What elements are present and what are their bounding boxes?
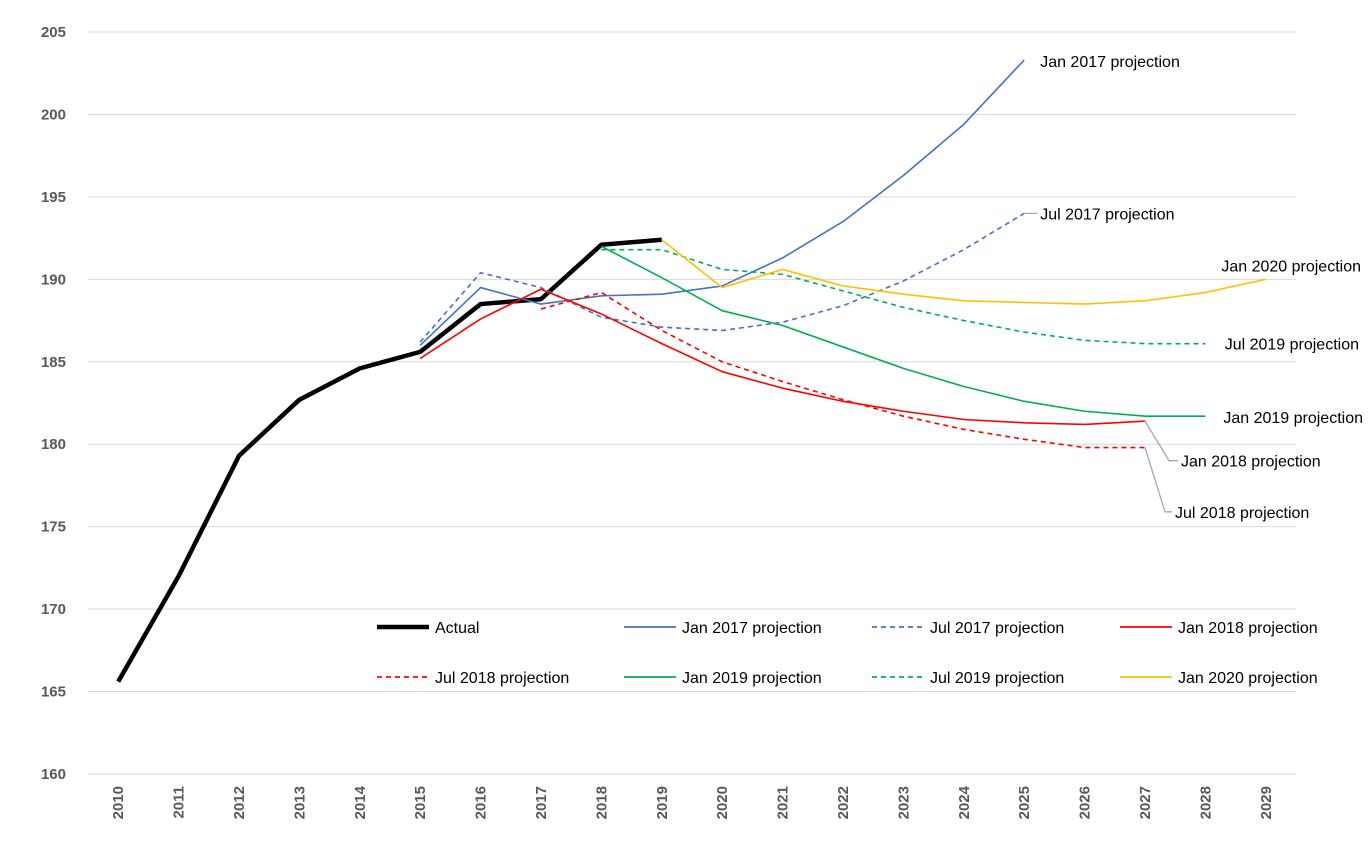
series-line-jul2018 xyxy=(540,291,1145,449)
legend-label-jul2017: Jul 2017 projection xyxy=(930,620,1064,637)
y-tick-label: 180 xyxy=(41,436,66,453)
series-line-jan2018 xyxy=(419,288,1146,426)
x-tick-label: 2021 xyxy=(775,786,792,819)
x-tick-label: 2013 xyxy=(291,786,308,819)
legend-label-jan2017: Jan 2017 projection xyxy=(682,620,822,637)
annotation-jan2018: Jan 2018 projection xyxy=(1181,454,1321,471)
legend-label-jan2020: Jan 2020 projection xyxy=(1178,670,1318,687)
x-tick-label: 2018 xyxy=(593,786,610,819)
x-tick-label: 2026 xyxy=(1077,786,1094,819)
x-tick-label: 2028 xyxy=(1197,786,1214,819)
y-tick-label: 170 xyxy=(41,601,66,618)
series-line-jan2020 xyxy=(661,239,1266,305)
annotation-jul2019: Jul 2019 projection xyxy=(1225,337,1359,354)
legend-label-actual: Actual xyxy=(435,620,479,637)
x-tick-label: 2025 xyxy=(1016,786,1033,819)
annotation-jan2020: Jan 2020 projection xyxy=(1221,258,1361,275)
x-tick-label: 2015 xyxy=(412,786,429,819)
x-tick-label: 2023 xyxy=(895,786,912,819)
y-tick-label: 205 xyxy=(41,24,66,41)
x-tick-label: 2012 xyxy=(231,786,248,819)
x-tick-label: 2027 xyxy=(1137,786,1154,819)
legend-label-jan2018: Jan 2018 projection xyxy=(1178,620,1318,637)
x-tick-label: 2016 xyxy=(473,786,490,819)
y-tick-label: 175 xyxy=(41,519,66,536)
x-tick-label: 2011 xyxy=(171,786,188,819)
series-line-jul2017 xyxy=(419,212,1025,343)
annotation-jul2017: Jul 2017 projection xyxy=(1040,206,1174,223)
annotation-leader-line xyxy=(1144,420,1178,462)
legend-label-jul2019: Jul 2019 projection xyxy=(930,670,1064,687)
line-annotations: Jan 2017 projection Jul 2017 projection Ja… xyxy=(1024,54,1363,522)
y-tick-label: 190 xyxy=(41,271,66,288)
x-tick-label: 2019 xyxy=(654,786,671,819)
annotation-jul2018: Jul 2018 projection xyxy=(1175,505,1309,522)
annotation-leader-line xyxy=(1144,447,1172,513)
annotation-jan2017: Jan 2017 projection xyxy=(1040,54,1180,71)
x-tick-label: 2014 xyxy=(352,785,369,819)
x-axis-ticks: 2010 2011 2012 2013 2014 2015 2016 2017 2018 2019… xyxy=(110,785,1275,819)
y-tick-label: 200 xyxy=(41,106,66,123)
series-lines xyxy=(116,59,1266,683)
series-line-jul2019 xyxy=(601,248,1206,345)
annotation-jan2019: Jan 2019 projection xyxy=(1223,410,1363,427)
y-tick-label: 165 xyxy=(41,684,66,701)
series-line-actual xyxy=(116,237,662,683)
x-tick-label: 2010 xyxy=(110,786,127,819)
y-axis-ticks: 160 165 170 175 180 185 190 195 200 205 xyxy=(41,24,66,783)
legend: Actual Jan 2017 projection Jul 2017 projec… xyxy=(377,620,1318,687)
x-tick-label: 2020 xyxy=(714,786,731,819)
gridlines xyxy=(88,31,1296,775)
y-tick-label: 195 xyxy=(41,189,66,206)
legend-label-jan2019: Jan 2019 projection xyxy=(682,670,822,687)
x-tick-label: 2024 xyxy=(956,785,973,819)
y-tick-label: 160 xyxy=(41,766,66,783)
x-tick-label: 2029 xyxy=(1258,786,1275,819)
legend-label-jul2018: Jul 2018 projection xyxy=(435,670,569,687)
x-tick-label: 2022 xyxy=(835,786,852,819)
series-line-jan2019 xyxy=(601,245,1206,417)
y-tick-label: 185 xyxy=(41,354,66,371)
x-tick-label: 2017 xyxy=(533,786,550,819)
